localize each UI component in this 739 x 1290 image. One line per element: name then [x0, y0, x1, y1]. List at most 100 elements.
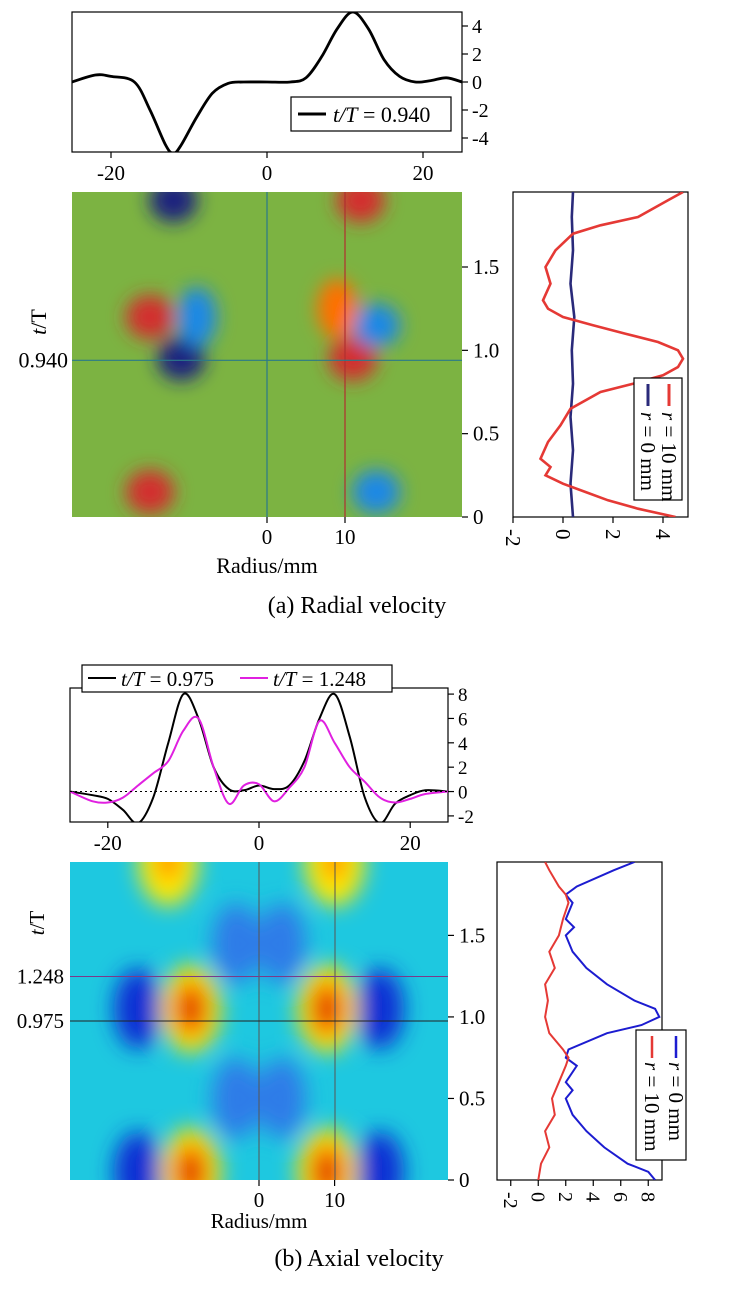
- b-trace-legend: r = 0 mm r = 10 mm: [635, 1029, 688, 1161]
- b-heat-blob-halo-12: [212, 1058, 261, 1139]
- caption-a: (a) Radial velocity: [268, 593, 447, 619]
- a-heat-blob-7: [352, 470, 401, 514]
- b-heat-ytick-label-0: 0: [459, 1168, 470, 1192]
- b-profile-ytick-label-3: 2: [458, 758, 468, 779]
- b-heat-blob-halo-8: [114, 1131, 163, 1180]
- b-heat-blob-halo-6: [114, 968, 163, 1049]
- b-heat-ytick-label-2: 1.0: [459, 1005, 485, 1029]
- b-profile-xtick-label-0: -20: [94, 831, 122, 855]
- a-profile-ytick-label-4: -4: [472, 128, 489, 150]
- b-marker-label-0975: 0.975: [17, 1009, 64, 1033]
- a-trace-xtick-label-1: 0: [551, 529, 575, 540]
- a-profile-xtick-label-1: 0: [262, 161, 273, 185]
- b-heat-blob-halo-7: [355, 968, 404, 1049]
- b-profile-ytick-label-2: 4: [458, 734, 468, 755]
- a-heat-blob-0: [157, 336, 206, 381]
- b-trace-plot: -2 0 2 4 6 8 r = 0 mm r = 10 mm: [496, 861, 688, 1209]
- a-trace-xtick-label-0: -2: [501, 529, 525, 547]
- a-heat-blob-5: [336, 192, 385, 223]
- a-heat-ytick-label-3: 1.5: [473, 255, 499, 279]
- a-profile-legend: t/T = 0.940: [290, 96, 452, 132]
- a-trace-legend: r = 0 mm r = 10 mm: [633, 377, 683, 501]
- b-legend-r0: r = 0 mm: [664, 1062, 688, 1141]
- a-profile-ytick-label-3: -2: [472, 100, 489, 122]
- b-heat-blob-halo-9: [355, 1131, 404, 1180]
- a-marker-label: 0.940: [19, 347, 69, 372]
- a-heat-ytick-label-2: 1.0: [473, 338, 499, 362]
- b-heat-ytick-label-1: 0.5: [459, 1086, 485, 1110]
- a-heat-xtick-label-0: 0: [262, 525, 273, 549]
- b-heatmap-plot: 0 0.5 1.0 1.5 0 10 1.248 0.975 t/T Radius/mm: [17, 862, 485, 1233]
- b-heat-blob-core-1: [317, 990, 338, 1027]
- b-trace-frame: [496, 861, 663, 1181]
- a-legend-r10: r = 10 mm: [657, 412, 681, 501]
- b-profile-legend: t/T = 0.975 t/T = 1.248: [81, 664, 393, 693]
- b-profile-line-1: [70, 715, 448, 805]
- b-profile-ytick-label-5: -2: [458, 807, 474, 828]
- a-trace-xtick-label-2: 2: [601, 529, 625, 540]
- b-ylabel: t/T: [25, 911, 49, 936]
- b-profile-ytick-label-1: 6: [458, 709, 468, 730]
- b-heat-ytick-label-3: 1.5: [459, 923, 485, 947]
- a-heat-ytick-label-0: 0: [473, 505, 484, 529]
- a-heat-blob-4: [328, 336, 377, 381]
- a-heat-blob-8: [176, 287, 217, 347]
- b-profile-xtick-label-1: 0: [254, 831, 265, 855]
- a-heat-ytick-label-1: 0.5: [473, 422, 499, 446]
- b-heat-blob-core-3: [317, 1153, 338, 1180]
- b-heat-xtick-label-1: 10: [324, 1188, 345, 1212]
- b-heat-xtick-label-0: 0: [254, 1188, 265, 1212]
- b-profile-line-0: [70, 692, 448, 822]
- b-heat-blob-core-0: [180, 990, 201, 1027]
- a-heat-blob-6: [352, 303, 401, 348]
- b-heat-blob-core-4: [158, 862, 179, 880]
- b-marker-label-1248: 1.248: [17, 964, 64, 988]
- a-heat-blob-3: [126, 470, 174, 514]
- a-trace-line-1: [538, 192, 685, 517]
- b-trace-xtick-label-4: 6: [609, 1192, 631, 1202]
- b-trace-xtick-label-2: 2: [554, 1192, 576, 1202]
- b-trace-line-0: [564, 862, 661, 1180]
- a-xlabel: Radius/mm: [216, 553, 317, 578]
- a-heat-xtick-label-1: 10: [335, 525, 356, 549]
- caption-b: (b) Axial velocity: [274, 1246, 443, 1272]
- b-xlabel: Radius/mm: [211, 1209, 308, 1233]
- a-heat-blob-1: [149, 192, 198, 223]
- a-trace-xtick-label-3: 4: [651, 529, 675, 540]
- a-heatmap-plot: 0 0.5 1.0 1.5 0 10 0.940 t/T Radius/mm: [19, 192, 499, 578]
- a-legend-r0: r = 0 mm: [636, 412, 660, 491]
- b-profile-ytick-label-4: 0: [458, 783, 468, 804]
- b-profile-ytick-label-0: 8: [458, 685, 468, 706]
- b-heat-blob-halo-13: [257, 1058, 306, 1139]
- b-heat-blob-core-2: [180, 1153, 201, 1180]
- b-trace-xtick-label-5: 8: [636, 1192, 658, 1202]
- b-legend-label-1248: t/T = 1.248: [273, 667, 366, 691]
- a-profile-ytick-label-0: 4: [472, 16, 482, 38]
- b-legend-label-0975: t/T = 0.975: [121, 667, 214, 691]
- b-trace-xtick-label-1: 0: [526, 1192, 548, 1202]
- a-profile-xtick-label-0: -20: [97, 161, 125, 185]
- a-legend-label: t/T = 0.940: [333, 102, 430, 127]
- a-profile-ytick-label-2: 0: [472, 72, 482, 94]
- b-legend-r10: r = 10 mm: [640, 1062, 664, 1151]
- a-heat-blob-9: [317, 278, 358, 339]
- a-profile-line-0: [72, 12, 462, 152]
- b-heat-blob-halo-11: [257, 903, 306, 984]
- a-trace-line-0: [569, 192, 576, 517]
- b-trace-line-1: [537, 862, 570, 1180]
- a-profile-ytick-label-1: 2: [472, 44, 482, 66]
- b-heat-blob-halo-10: [212, 903, 261, 984]
- b-trace-xtick-label-3: 4: [581, 1192, 603, 1202]
- b-profile-xtick-label-2: 20: [400, 831, 421, 855]
- a-trace-plot: -2 0 2 4 r = 0 mm r = 10 mm: [501, 191, 689, 547]
- b-trace-xtick-label-0: -2: [499, 1192, 521, 1209]
- a-ylabel: t/T: [26, 309, 51, 335]
- a-trace-frame: [512, 191, 689, 518]
- a-heat-blob-2: [126, 295, 174, 339]
- a-profile-xtick-label-2: 20: [413, 161, 434, 185]
- a-profile-plot: 420-2-4 -20 0 20 t/T = 0.940: [71, 11, 489, 185]
